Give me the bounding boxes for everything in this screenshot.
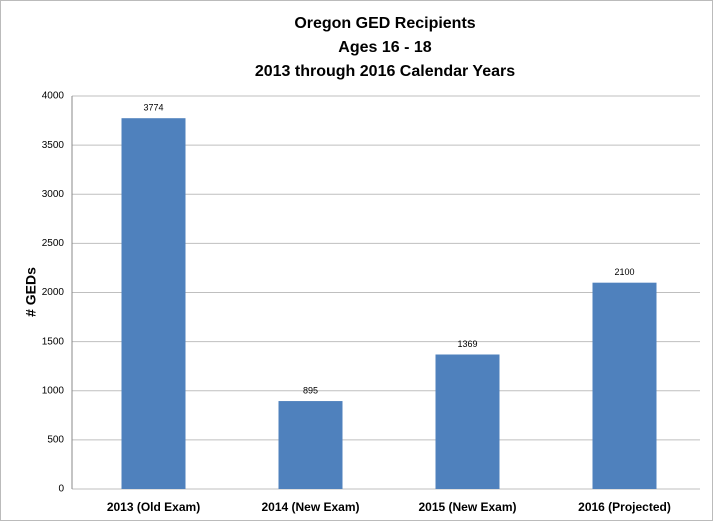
data-label: 1369 xyxy=(457,339,477,349)
x-tick-label: 2014 (New Exam) xyxy=(261,500,359,514)
bar xyxy=(435,354,500,489)
data-label: 3774 xyxy=(143,103,163,113)
y-tick-label: 4000 xyxy=(42,91,65,102)
x-tick-label: 2015 (New Exam) xyxy=(418,500,516,514)
chart-title: 2013 through 2016 Calendar Years xyxy=(255,63,515,80)
chart-title: Ages 16 - 18 xyxy=(338,39,431,56)
y-tick-label: 1500 xyxy=(42,336,65,347)
bar xyxy=(592,282,657,489)
y-axis-label: # GEDs xyxy=(23,267,39,317)
data-label: 895 xyxy=(303,385,318,395)
y-tick-label: 3000 xyxy=(42,189,65,200)
y-tick-label: 1000 xyxy=(42,385,65,396)
bar xyxy=(121,118,186,489)
bar xyxy=(278,401,343,489)
chart-title: Oregon GED Recipients xyxy=(294,15,475,32)
y-tick-label: 3500 xyxy=(42,140,65,151)
y-tick-label: 500 xyxy=(47,435,64,446)
y-tick-label: 2000 xyxy=(42,287,65,298)
y-tick-label: 2500 xyxy=(42,238,65,249)
x-tick-label: 2013 (Old Exam) xyxy=(107,500,200,514)
y-tick-label: 0 xyxy=(58,484,64,495)
data-label: 2100 xyxy=(614,267,634,277)
x-tick-label: 2016 (Projected) xyxy=(578,500,671,514)
